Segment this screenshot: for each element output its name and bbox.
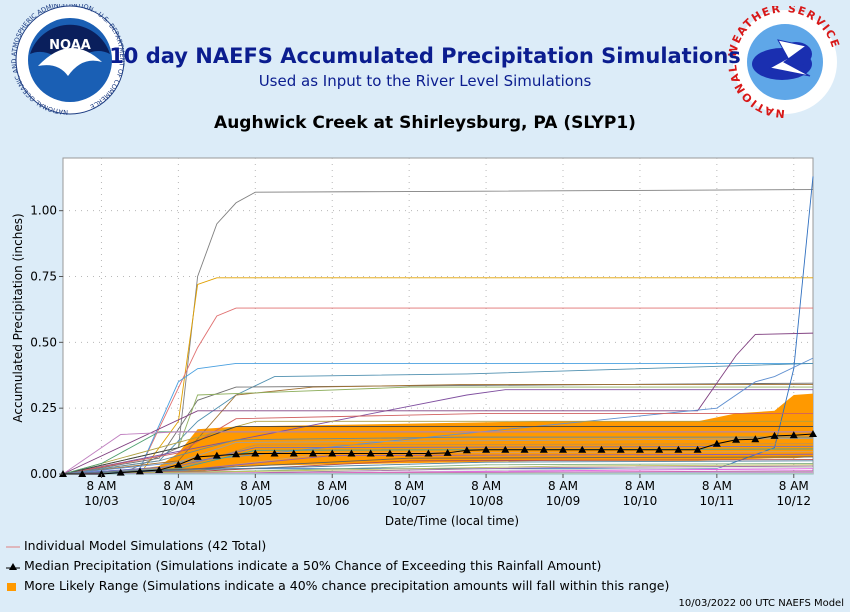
median-point bbox=[501, 445, 510, 453]
median-point bbox=[520, 445, 529, 453]
simulation-line-25 bbox=[62, 456, 814, 475]
median-point bbox=[751, 435, 760, 443]
simulation-line-10 bbox=[62, 332, 814, 475]
x-tick-time: 8 AM bbox=[86, 479, 116, 493]
simulation-line-9 bbox=[62, 389, 813, 475]
median-point bbox=[712, 439, 721, 447]
legend-range: More Likely Range (Simulations indicate … bbox=[6, 578, 669, 593]
median-point bbox=[212, 451, 221, 459]
x-tick-time: 8 AM bbox=[240, 479, 270, 493]
simulation-line-13 bbox=[62, 412, 813, 475]
median-point bbox=[78, 470, 87, 477]
legend-median-label: Median Precipitation (Simulations indica… bbox=[23, 558, 602, 573]
x-tick-date: 10/09 bbox=[546, 494, 581, 508]
median-point bbox=[135, 467, 144, 475]
x-tick-time: 8 AM bbox=[317, 479, 347, 493]
legend-median-swatch bbox=[6, 562, 20, 570]
median-point bbox=[539, 445, 548, 453]
median-point bbox=[405, 449, 414, 457]
nws-logo: NATIONAL WEATHER SERVICE bbox=[726, 6, 841, 118]
median-point bbox=[232, 450, 241, 458]
simulation-line-17 bbox=[62, 431, 813, 475]
median-point bbox=[770, 431, 779, 439]
median-point bbox=[674, 445, 683, 453]
median-point bbox=[732, 435, 741, 443]
x-tick-time: 8 AM bbox=[779, 479, 809, 493]
median-point bbox=[693, 445, 702, 453]
x-tick-date: 10/08 bbox=[469, 494, 504, 508]
legend-median: Median Precipitation (Simulations indica… bbox=[6, 558, 601, 573]
x-tick-time: 8 AM bbox=[394, 479, 424, 493]
y-tick-label: 1.00 bbox=[30, 204, 57, 218]
x-tick-date: 10/11 bbox=[700, 494, 735, 508]
legend-range-label: More Likely Range (Simulations indicate … bbox=[23, 578, 670, 593]
noaa-logo: NOAA NATIONAL OCEANIC AND ATMOSPHERIC AD… bbox=[10, 4, 126, 116]
median-point bbox=[289, 449, 298, 457]
model-footer: 10/03/2022 00 UTC NAEFS Model bbox=[678, 598, 845, 609]
median-point bbox=[655, 445, 664, 453]
x-tick-date: 10/12 bbox=[776, 494, 811, 508]
x-tick-date: 10/10 bbox=[623, 494, 658, 508]
location-title: Aughwick Creek at Shirleysburg, PA (SLYP… bbox=[214, 113, 636, 133]
legend-range-swatch bbox=[7, 582, 16, 591]
median-point bbox=[385, 449, 394, 457]
y-tick-label: 0.00 bbox=[30, 467, 57, 481]
simulation-line-6 bbox=[62, 382, 814, 475]
x-tick-date: 10/07 bbox=[392, 494, 427, 508]
y-tick-label: 0.75 bbox=[30, 270, 57, 284]
x-tick-date: 10/04 bbox=[161, 494, 196, 508]
median-point bbox=[597, 445, 606, 453]
x-tick-time: 8 AM bbox=[471, 479, 501, 493]
median-line bbox=[63, 433, 814, 475]
median-point bbox=[578, 445, 587, 453]
median-point bbox=[270, 449, 279, 457]
x-tick-time: 8 AM bbox=[163, 479, 193, 493]
x-axis-label: Date/Time (local time) bbox=[385, 514, 519, 528]
median-point bbox=[309, 449, 317, 457]
x-tick-time: 8 AM bbox=[548, 479, 578, 493]
median-point bbox=[193, 452, 202, 460]
simulation-line-27 bbox=[62, 460, 814, 475]
median-point bbox=[482, 445, 491, 453]
chart-subtitle: Used as Input to the River Level Simulat… bbox=[258, 72, 592, 90]
median-point bbox=[347, 449, 356, 457]
noaa-logo-text: NOAA bbox=[49, 38, 91, 53]
y-tick-label: 0.50 bbox=[30, 335, 57, 349]
median-point bbox=[97, 470, 106, 477]
legend-individual: Individual Model Simulations (42 Total) bbox=[6, 538, 266, 553]
simulation-line-7 bbox=[62, 384, 813, 475]
median-point bbox=[462, 446, 471, 454]
median-point bbox=[424, 449, 433, 457]
x-tick-time: 8 AM bbox=[702, 479, 732, 493]
y-axis-label: Accumulated Precipitation (inches) bbox=[11, 213, 25, 422]
x-tick-date: 10/05 bbox=[238, 494, 273, 508]
median-point bbox=[155, 466, 164, 474]
simulation-line-19 bbox=[62, 438, 814, 475]
median-point bbox=[443, 448, 452, 456]
x-tick-date: 10/03 bbox=[84, 494, 119, 508]
simulation-line-15 bbox=[62, 426, 813, 475]
x-tick-date: 10/06 bbox=[315, 494, 350, 508]
median-point bbox=[328, 449, 337, 457]
median-point bbox=[789, 431, 798, 439]
legend-individual-label: Individual Model Simulations (42 Total) bbox=[23, 538, 267, 553]
simulation-line-12 bbox=[62, 357, 814, 475]
legend-line-swatch bbox=[6, 546, 20, 547]
median-point bbox=[559, 445, 567, 453]
median-point bbox=[616, 445, 625, 453]
chart-title: 10 day NAEFS Accumulated Precipitation S… bbox=[109, 44, 741, 68]
median-point bbox=[251, 449, 260, 457]
median-point bbox=[635, 445, 644, 453]
x-tick-time: 8 AM bbox=[625, 479, 655, 493]
median-point bbox=[366, 449, 375, 457]
simulation-line-18 bbox=[62, 436, 813, 475]
median-point bbox=[174, 460, 183, 468]
median-point bbox=[116, 468, 125, 476]
median-point bbox=[809, 429, 817, 437]
y-tick-label: 0.25 bbox=[30, 401, 57, 415]
